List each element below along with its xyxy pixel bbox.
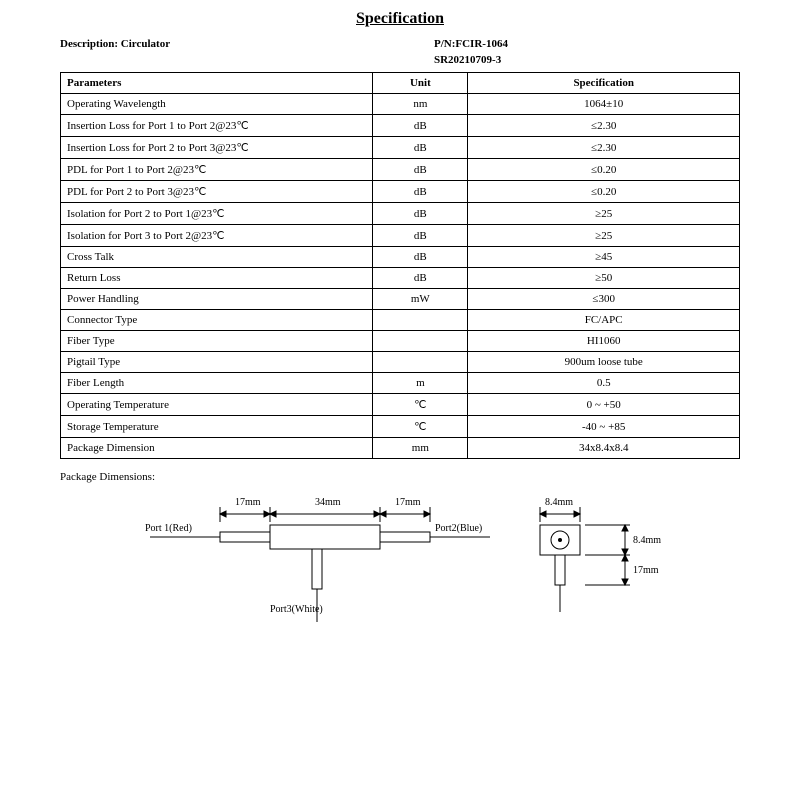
page-title: Specification (60, 10, 740, 28)
cell-unit: nm (373, 94, 468, 115)
cell-parameter: Isolation for Port 2 to Port 1@23℃ (61, 203, 373, 225)
serial-number: SR20210709-3 (434, 54, 501, 66)
cell-unit (373, 310, 468, 331)
cell-unit: m (373, 373, 468, 394)
cell-spec: 34x8.4x8.4 (468, 438, 740, 459)
cell-parameter: Operating Wavelength (61, 94, 373, 115)
cell-parameter: Connector Type (61, 310, 373, 331)
cell-spec: ≥45 (468, 247, 740, 268)
col-unit: Unit (373, 73, 468, 94)
cell-spec: ≥25 (468, 203, 740, 225)
cell-unit: dB (373, 159, 468, 181)
cell-unit: dB (373, 181, 468, 203)
cell-spec: 0.5 (468, 373, 740, 394)
cell-spec: FC/APC (468, 310, 740, 331)
pn-value: FCIR-1064 (455, 38, 508, 50)
cell-parameter: Fiber Length (61, 373, 373, 394)
cell-spec: 0 ~ +50 (468, 394, 740, 416)
port3-label: Port3(White) (270, 604, 323, 615)
cell-parameter: Cross Talk (61, 247, 373, 268)
cell-parameter: Fiber Type (61, 331, 373, 352)
table-row: Pigtail Type 900um loose tube (61, 352, 740, 373)
port2-label: Port2(Blue) (435, 523, 482, 534)
cell-parameter: Package Dimension (61, 438, 373, 459)
cell-spec: 900um loose tube (468, 352, 740, 373)
dim-17mm-b: 17mm (395, 497, 421, 508)
col-specification: Specification (468, 73, 740, 94)
cell-spec: ≥50 (468, 268, 740, 289)
table-row: PDL for Port 2 to Port 3@23℃dB≤0.20 (61, 181, 740, 203)
cell-unit (373, 331, 468, 352)
cell-parameter: Isolation for Port 3 to Port 2@23℃ (61, 225, 373, 247)
cell-parameter: Return Loss (61, 268, 373, 289)
cell-spec: ≤0.20 (468, 159, 740, 181)
package-dimensions-label: Package Dimensions: (60, 471, 740, 483)
table-row: Insertion Loss for Port 1 to Port 2@23℃d… (61, 115, 740, 137)
dim-17mm-c: 17mm (633, 565, 659, 576)
description-value: Circulator (121, 38, 170, 50)
dim-17mm-a: 17mm (235, 497, 261, 508)
table-row: Operating Temperature℃0 ~ +50 (61, 394, 740, 416)
package-diagram: 17mm 34mm 17mm Port 1(Red) (90, 487, 710, 627)
cell-unit: dB (373, 247, 468, 268)
table-row: Package Dimensionmm34x8.4x8.4 (61, 438, 740, 459)
port1-label: Port 1(Red) (145, 523, 192, 534)
cell-parameter: Insertion Loss for Port 2 to Port 3@23℃ (61, 137, 373, 159)
header-row: Description: Circulator P/N:FCIR-1064 (60, 38, 740, 50)
col-parameters: Parameters (61, 73, 373, 94)
table-row: Isolation for Port 2 to Port 1@23℃dB≥25 (61, 203, 740, 225)
cell-unit: mm (373, 438, 468, 459)
table-row: Storage Temperature℃-40 ~ +85 (61, 416, 740, 438)
table-row: Insertion Loss for Port 2 to Port 3@23℃d… (61, 137, 740, 159)
cell-unit: ℃ (373, 394, 468, 416)
cell-spec: ≤300 (468, 289, 740, 310)
cell-unit: ℃ (373, 416, 468, 438)
cell-unit: dB (373, 203, 468, 225)
cell-parameter: Storage Temperature (61, 416, 373, 438)
cell-unit: mW (373, 289, 468, 310)
cell-spec: ≤0.20 (468, 181, 740, 203)
cell-spec: 1064±10 (468, 94, 740, 115)
cell-unit (373, 352, 468, 373)
table-row: Power HandlingmW≤300 (61, 289, 740, 310)
cell-unit: dB (373, 225, 468, 247)
cell-spec: ≤2.30 (468, 137, 740, 159)
table-row: Isolation for Port 3 to Port 2@23℃dB≥25 (61, 225, 740, 247)
table-row: Return LossdB≥50 (61, 268, 740, 289)
table-row: Operating Wavelengthnm1064±10 (61, 94, 740, 115)
cell-spec: ≥25 (468, 225, 740, 247)
dim-8p4mm-w: 8.4mm (545, 497, 573, 508)
dim-34mm: 34mm (315, 497, 341, 508)
cell-parameter: Insertion Loss for Port 1 to Port 2@23℃ (61, 115, 373, 137)
cell-parameter: PDL for Port 2 to Port 3@23℃ (61, 181, 373, 203)
description-label: Description: (60, 38, 118, 50)
table-row: Connector Type FC/APC (61, 310, 740, 331)
table-row: PDL for Port 1 to Port 2@23℃dB≤0.20 (61, 159, 740, 181)
cell-parameter: Power Handling (61, 289, 373, 310)
cell-unit: dB (373, 137, 468, 159)
cell-parameter: PDL for Port 1 to Port 2@23℃ (61, 159, 373, 181)
spec-table: Parameters Unit Specification Operating … (60, 72, 740, 459)
table-row: Cross TalkdB≥45 (61, 247, 740, 268)
cell-spec: HI1060 (468, 331, 740, 352)
table-header-row: Parameters Unit Specification (61, 73, 740, 94)
cell-unit: dB (373, 115, 468, 137)
table-row: Fiber Lengthm0.5 (61, 373, 740, 394)
cell-spec: -40 ~ +85 (468, 416, 740, 438)
pn-label: P/N: (434, 38, 455, 50)
cell-unit: dB (373, 268, 468, 289)
dim-8p4mm-h: 8.4mm (633, 535, 661, 546)
cell-spec: ≤2.30 (468, 115, 740, 137)
cell-parameter: Pigtail Type (61, 352, 373, 373)
table-row: Fiber Type HI1060 (61, 331, 740, 352)
cell-parameter: Operating Temperature (61, 394, 373, 416)
